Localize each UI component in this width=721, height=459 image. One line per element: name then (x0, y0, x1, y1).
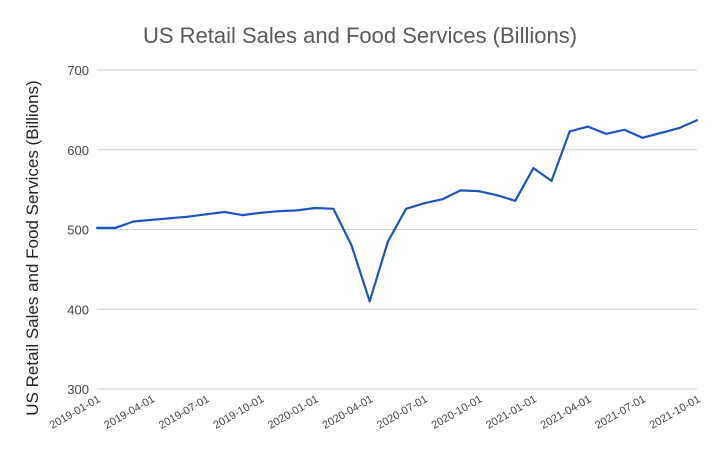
data-point-2019-10-01 (259, 211, 262, 214)
data-point-2020-05-01 (386, 240, 389, 243)
data-point-2020-11-01 (495, 194, 499, 197)
data-point-2021-06-01 (623, 128, 626, 131)
data-point-2019-02-01 (114, 226, 117, 229)
series-layer (95, 119, 699, 303)
chart-title: US Retail Sales and Food Services (Billi… (143, 23, 577, 48)
x-tick-label: 2019-10-01 (211, 393, 266, 432)
data-point-2019-03-01 (132, 220, 135, 223)
x-tick-label: 2021-04-01 (539, 393, 594, 432)
data-point-2021-07-01 (641, 136, 644, 139)
x-tick-label: 2020-01-01 (266, 393, 321, 432)
data-point-2019-08-01 (223, 210, 226, 214)
y-tick-label: 600 (67, 143, 89, 158)
x-tick-label: 2019-04-01 (102, 393, 157, 432)
x-tick-label: 2019-01-01 (48, 393, 103, 432)
data-point-2020-01-01 (314, 206, 317, 210)
data-point-2020-08-01 (441, 198, 444, 201)
x-axis-ticks: 2019-01-01 2019-04-01 2019-07-01 2019-10-01… (48, 393, 703, 432)
data-point-2019-06-01 (186, 215, 189, 218)
x-tick-label: 2021-10-01 (648, 393, 703, 432)
data-point-2021-09-01 (677, 127, 680, 130)
data-point-2019-12-01 (295, 209, 299, 212)
data-point-2019-01-01 (95, 226, 99, 229)
x-tick-label: 2021-07-01 (593, 393, 648, 432)
gridlines (97, 69, 697, 390)
data-point-2021-02-01 (550, 179, 553, 182)
x-tick-label: 2020-10-01 (430, 393, 485, 432)
data-point-2021-10-01 (695, 119, 699, 122)
data-point-2020-12-01 (514, 199, 517, 202)
data-point-2019-04-01 (150, 218, 153, 221)
data-point-2020-04-01 (368, 300, 371, 303)
y-tick-label: 700 (67, 63, 89, 78)
data-point-2021-03-01 (568, 130, 571, 133)
data-point-2021-05-01 (605, 132, 608, 135)
x-tick-label: 2021-01-01 (484, 393, 539, 432)
x-tick-label: 2020-04-01 (320, 393, 375, 432)
data-point-2019-07-01 (205, 213, 208, 216)
data-point-2020-02-01 (332, 207, 335, 210)
data-point-2020-09-01 (459, 189, 462, 192)
x-tick-label: 2019-07-01 (157, 393, 212, 432)
data-point-2020-10-01 (477, 190, 480, 193)
series-line (97, 119, 698, 303)
data-point-2019-05-01 (168, 217, 171, 220)
data-point-2021-04-01 (586, 125, 590, 128)
x-tick-label: 2020-07-01 (375, 393, 430, 432)
y-axis-label: US Retail Sales and Food Services (Billi… (23, 80, 42, 415)
y-tick-label: 500 (67, 223, 89, 238)
data-point-2020-06-01 (405, 207, 408, 210)
data-point-2019-09-01 (241, 214, 244, 217)
data-point-2021-01-01 (532, 167, 535, 170)
y-tick-label: 400 (67, 302, 89, 317)
y-axis-ticks: 300 400 500 600 700 (67, 63, 89, 397)
y-tick-label: 300 (67, 382, 89, 397)
data-point-2021-08-01 (659, 131, 662, 135)
data-point-2020-03-01 (350, 244, 353, 247)
data-point-2020-07-01 (423, 202, 426, 205)
data-point-2019-11-01 (277, 210, 280, 213)
